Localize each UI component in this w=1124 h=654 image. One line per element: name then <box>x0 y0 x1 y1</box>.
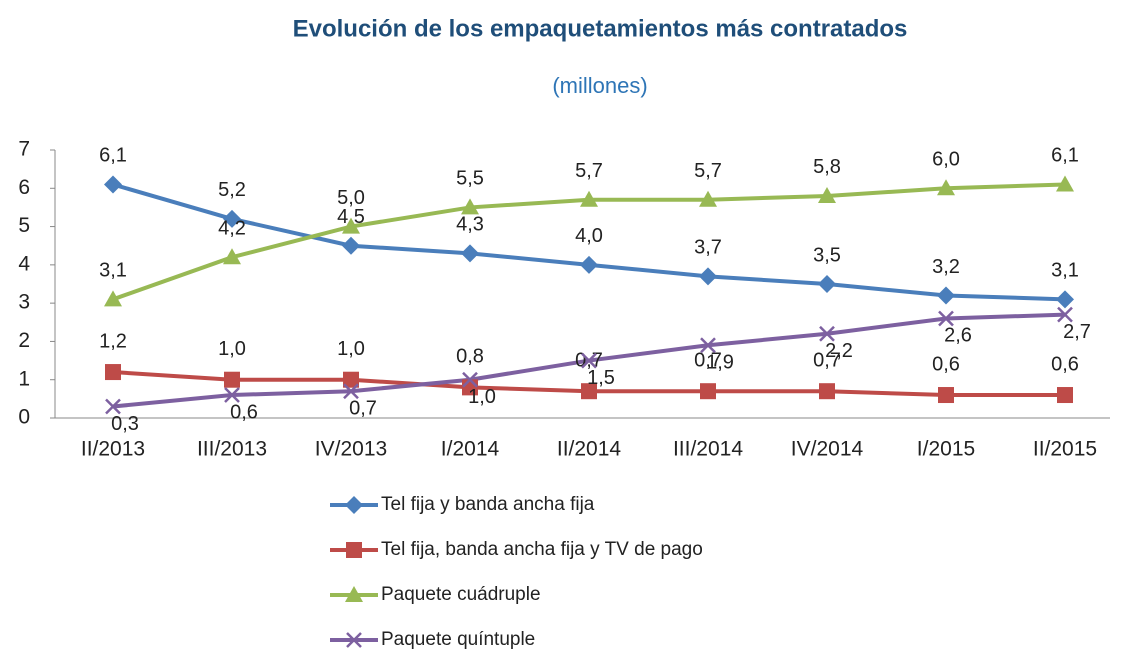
data-label: 3,1 <box>99 260 127 282</box>
point <box>343 383 359 400</box>
data-label: 5,7 <box>575 160 603 182</box>
x-tick-label: IV/2014 <box>791 438 864 461</box>
data-label: 6,1 <box>99 145 127 167</box>
point <box>938 310 954 327</box>
point <box>818 275 836 293</box>
data-label: 2,2 <box>825 340 853 362</box>
data-label: 3,2 <box>932 256 960 278</box>
y-tick-label: 7 <box>18 138 30 161</box>
point <box>1056 175 1074 192</box>
chart-subtitle: (millones) <box>552 73 647 98</box>
point <box>700 383 716 400</box>
point <box>223 209 241 228</box>
point <box>1056 290 1074 309</box>
point <box>938 387 954 404</box>
legend-label: Tel fija, banda ancha fija y TV de pago <box>381 539 703 560</box>
point <box>581 383 597 400</box>
point <box>105 398 121 415</box>
x-tick-label: II/2014 <box>557 438 622 461</box>
data-label: 2,6 <box>944 325 972 347</box>
point <box>104 290 122 307</box>
point <box>937 286 955 305</box>
y-tick-label: 3 <box>18 291 30 314</box>
legend-label: Paquete quíntuple <box>381 629 535 650</box>
legend-marker <box>345 496 363 514</box>
data-label: 6,0 <box>932 149 960 171</box>
point <box>699 190 717 207</box>
point <box>819 325 835 342</box>
data-label: 5,2 <box>218 179 246 201</box>
y-tick-label: 4 <box>18 252 30 275</box>
data-label: 1,9 <box>706 352 734 374</box>
point <box>581 352 597 369</box>
point <box>461 244 479 263</box>
y-tick-label: 1 <box>18 367 30 390</box>
data-label: 2,7 <box>1063 321 1091 343</box>
x-tick-label: I/2014 <box>441 438 500 461</box>
data-label: 3,5 <box>813 244 841 266</box>
x-tick-label: III/2014 <box>673 438 743 461</box>
data-label: 3,1 <box>1051 260 1079 282</box>
point <box>224 387 240 403</box>
point <box>461 198 479 215</box>
point <box>819 383 835 400</box>
point <box>105 364 121 381</box>
data-label: 0,7 <box>349 397 377 419</box>
data-label: 0,6 <box>230 401 258 423</box>
point <box>580 190 598 207</box>
point <box>343 371 359 388</box>
data-label: 0,7 <box>694 349 722 371</box>
data-label: 0,7 <box>813 349 841 371</box>
data-label: 5,5 <box>456 168 484 190</box>
y-tick-label: 2 <box>18 329 30 352</box>
data-label: 5,0 <box>337 187 365 209</box>
data-label: 5,8 <box>813 156 841 178</box>
point <box>937 179 955 196</box>
point <box>104 175 122 194</box>
legend-label: Tel fija y banda ancha fija <box>381 494 595 515</box>
legend-marker <box>346 632 362 648</box>
data-label: 0,6 <box>1051 353 1079 375</box>
data-label: 3,7 <box>694 237 722 259</box>
point <box>818 186 836 203</box>
data-label: 4,3 <box>456 214 484 236</box>
data-label: 1,0 <box>337 338 365 360</box>
data-label: 6,1 <box>1051 145 1079 167</box>
point <box>699 267 717 286</box>
data-label: 5,7 <box>694 160 722 182</box>
point <box>223 248 241 265</box>
data-label: 4,5 <box>337 206 365 228</box>
data-label: 4,0 <box>575 225 603 247</box>
data-label: 4,2 <box>218 217 246 239</box>
point <box>224 371 240 388</box>
point <box>1057 306 1073 323</box>
x-tick-label: II/2015 <box>1033 438 1097 461</box>
point <box>580 255 598 274</box>
y-tick-label: 0 <box>18 406 30 429</box>
point <box>342 236 360 255</box>
legend-marker <box>346 542 362 558</box>
data-label: 0,3 <box>111 413 139 435</box>
x-tick-label: II/2013 <box>81 438 145 461</box>
point <box>342 217 360 234</box>
point <box>462 371 478 388</box>
data-label: 0,8 <box>456 346 484 368</box>
data-label: 1,0 <box>468 386 496 408</box>
point <box>1057 387 1073 404</box>
x-tick-label: IV/2013 <box>315 438 387 461</box>
chart-title: Evolución de los empaquetamientos más co… <box>293 15 908 42</box>
data-label: 1,0 <box>218 338 246 360</box>
y-tick-label: 6 <box>18 176 30 199</box>
data-label: 1,2 <box>99 330 127 352</box>
legend-label: Paquete cuádruple <box>381 584 541 605</box>
point <box>700 337 716 354</box>
x-tick-label: I/2015 <box>917 438 975 461</box>
y-tick-label: 5 <box>18 214 30 237</box>
legend-marker <box>345 586 363 602</box>
data-label: 1,5 <box>587 367 615 389</box>
x-tick-label: III/2013 <box>197 438 267 461</box>
data-label: 0,6 <box>932 353 960 375</box>
